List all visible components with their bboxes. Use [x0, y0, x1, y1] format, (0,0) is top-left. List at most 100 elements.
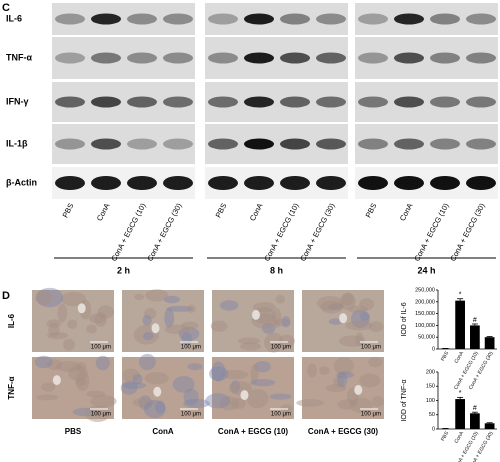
tissue-texture [337, 399, 357, 410]
bar [470, 413, 480, 429]
tissue-texture [336, 371, 355, 379]
tissue-texture [339, 292, 356, 311]
tissue-texture [142, 331, 154, 341]
blot-band [466, 52, 496, 64]
blot-band [91, 13, 121, 25]
blot-row-label: IL-1β [6, 138, 28, 148]
tissue-texture [88, 313, 106, 324]
tissue-texture [72, 407, 99, 417]
bar [455, 399, 465, 429]
tissue-texture [205, 393, 231, 409]
significance-mark: # [473, 317, 477, 324]
vessel [77, 303, 86, 314]
time-label: 2 h [117, 265, 130, 275]
y-tick-label: 0 [432, 426, 435, 432]
tissue-texture [228, 381, 253, 396]
blot-band [394, 138, 424, 150]
y-tick-label: 100 [426, 398, 435, 404]
significance-mark: * [459, 292, 462, 299]
blot-band [91, 176, 121, 190]
blot-band [55, 176, 85, 190]
x-tick-label: PBS [440, 350, 451, 362]
lane-label: PBS [61, 202, 76, 219]
tissue-texture [46, 319, 62, 328]
tissue-texture [76, 377, 86, 386]
tissue-texture [86, 390, 106, 398]
tissue-texture [138, 353, 156, 371]
blot-band [244, 96, 274, 108]
scale-bar-label: 100 μm [361, 412, 381, 418]
lane-label: PBS [364, 202, 379, 219]
blot-row-label: β-Actin [6, 177, 37, 187]
histology-column-label: ConA + EGCG (30) [308, 427, 378, 436]
tissue-texture [274, 318, 291, 327]
blot-band [208, 138, 238, 150]
bar [470, 325, 480, 349]
lane-label: ConA [95, 202, 112, 223]
lane-label: ConA + EGCG (10) [412, 201, 450, 263]
x-tick-label: PBS [440, 430, 451, 442]
tissue-texture [348, 305, 368, 314]
blot-band [316, 52, 346, 64]
tissue-texture [318, 366, 330, 375]
tissue-texture [85, 405, 111, 422]
blot-band [358, 96, 388, 108]
y-tick-label: 150 [426, 384, 435, 390]
y-axis-title: IOD of TNF-α [401, 379, 408, 421]
blot-band [280, 138, 310, 150]
time-label: 8 h [270, 265, 283, 275]
blot-band [358, 52, 388, 64]
blot-band [244, 176, 274, 190]
tissue-texture [36, 394, 59, 401]
tissue-texture [219, 300, 239, 311]
tissue-texture [134, 293, 144, 301]
tissue-texture [230, 397, 246, 410]
blot-band [127, 13, 157, 25]
tissue-texture [333, 376, 345, 388]
tissue-texture [132, 398, 155, 407]
blot-band [280, 52, 310, 64]
blot-band [244, 138, 274, 150]
tissue-texture [35, 289, 52, 306]
blot-background [52, 124, 195, 164]
vessel [339, 313, 348, 324]
blot-row-label: IL-6 [6, 13, 22, 23]
blot-band [466, 96, 496, 108]
tissue-texture [210, 320, 228, 332]
tissue-texture [368, 321, 384, 333]
blot-band [127, 52, 157, 64]
tissue-texture [90, 395, 117, 408]
blot-band [466, 13, 496, 25]
y-tick-label: 200 [426, 369, 435, 375]
y-tick-label: 200,000 [415, 299, 435, 305]
x-tick-label: ConA [454, 430, 466, 444]
blot-background [52, 3, 195, 35]
tissue-texture [181, 332, 193, 346]
tissue-texture [359, 298, 375, 311]
blot-band [91, 52, 121, 64]
tissue-texture [337, 371, 348, 388]
blot-band [430, 138, 460, 150]
tissue-texture [145, 289, 169, 302]
tissue-texture [320, 300, 344, 314]
blot-band [430, 96, 460, 108]
tissue-texture [155, 400, 166, 414]
tissue-texture [132, 373, 143, 385]
tissue-texture [246, 389, 269, 409]
blot-band [394, 176, 424, 190]
vessel [240, 390, 249, 401]
tissue-texture [219, 396, 239, 411]
tissue-texture [325, 384, 347, 393]
vessel [251, 309, 260, 320]
tissue-texture [275, 295, 286, 304]
scale-bar-label: 100 μm [181, 412, 201, 418]
tissue-texture [166, 305, 194, 312]
blot-band [394, 13, 424, 25]
tissue-texture [97, 305, 115, 319]
tissue-texture [250, 378, 276, 387]
lane-label: ConA [248, 202, 265, 223]
lane-label: PBS [214, 202, 229, 219]
tissue-texture [86, 324, 98, 334]
blot-band [55, 96, 85, 108]
